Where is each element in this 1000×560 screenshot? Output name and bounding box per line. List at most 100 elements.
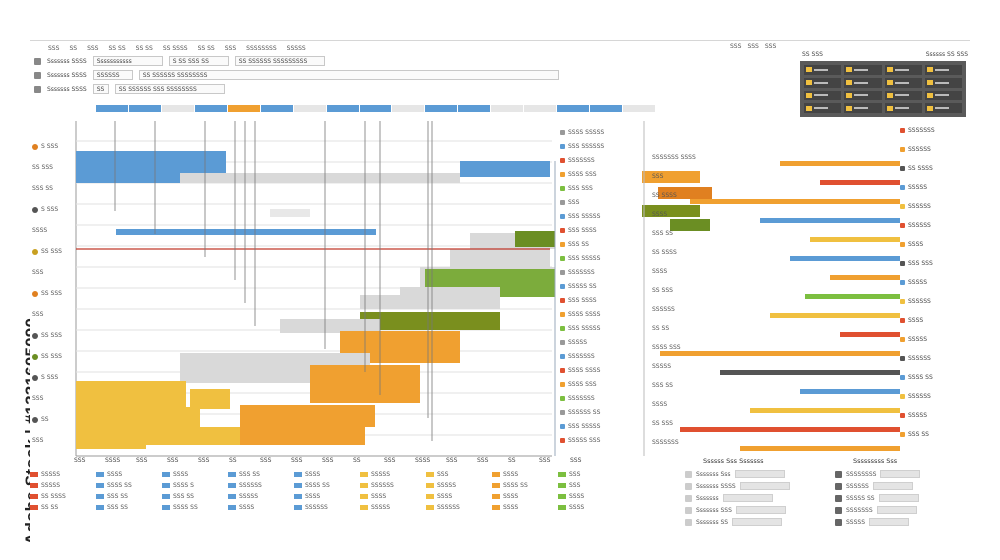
legend-row[interactable]: SSSSS bbox=[360, 469, 420, 480]
bottom-right-row[interactable]: Sssssss SS bbox=[685, 516, 835, 528]
legend-row[interactable]: SSSS bbox=[294, 469, 354, 480]
legend-row[interactable]: SS SSSS bbox=[30, 491, 90, 502]
resource-bar[interactable] bbox=[760, 218, 900, 223]
legend-row[interactable]: SSSSS bbox=[30, 480, 90, 491]
legend-row[interactable]: SSSS bbox=[492, 502, 552, 513]
toolbar-row-1-field-3[interactable]: SS SSSSSS SSSSSSSSS bbox=[234, 56, 325, 66]
right-tag[interactable]: SSS SS bbox=[900, 431, 929, 438]
right-tag[interactable]: SSSSS bbox=[900, 279, 927, 286]
gantt-bar[interactable] bbox=[360, 295, 500, 309]
right-tag[interactable]: SSSSS bbox=[900, 336, 927, 343]
thumbnail-cell[interactable] bbox=[884, 77, 922, 88]
thumbnail-cell[interactable] bbox=[884, 90, 922, 101]
resource-bar[interactable] bbox=[800, 389, 900, 394]
gantt-bar[interactable] bbox=[240, 405, 375, 427]
right-tag[interactable]: SSSSSS bbox=[900, 298, 931, 305]
row-checkbox-icon[interactable] bbox=[685, 482, 692, 490]
legend-row[interactable]: SSS SS bbox=[162, 491, 222, 502]
right-tag[interactable]: SSS SSS bbox=[900, 260, 933, 267]
thumbnail-cell[interactable] bbox=[924, 90, 962, 101]
timeline-segment[interactable] bbox=[425, 105, 459, 112]
timeline-segment[interactable] bbox=[359, 105, 393, 112]
resource-bar[interactable] bbox=[680, 427, 900, 432]
gantt-bar[interactable] bbox=[76, 427, 256, 445]
bottom-right-value-box[interactable] bbox=[739, 482, 790, 490]
bottom-right-row[interactable]: Sssssss Sss bbox=[685, 468, 835, 480]
legend-row[interactable]: SSS SS bbox=[96, 491, 156, 502]
task-list-item[interactable]: SSS SSSSS bbox=[560, 209, 650, 223]
thumbnail-cell[interactable] bbox=[844, 90, 882, 101]
right-tag[interactable]: SS SSSS bbox=[900, 165, 933, 172]
task-list-item[interactable]: SSSSS SS bbox=[560, 279, 650, 293]
legend-row[interactable]: SSSS SS bbox=[294, 480, 354, 491]
row-checkbox-icon[interactable] bbox=[685, 518, 692, 526]
menu-item[interactable]: SSSSS bbox=[286, 44, 306, 52]
toolbar-row-3-field-1[interactable]: SS bbox=[92, 84, 109, 94]
gantt-bar[interactable] bbox=[450, 249, 550, 267]
legend-row[interactable]: SSS SS bbox=[228, 469, 288, 480]
right-tag[interactable]: SSSS bbox=[900, 241, 923, 248]
legend-row[interactable]: SSS bbox=[426, 469, 486, 480]
top-right-menu-item[interactable]: SSS bbox=[730, 43, 742, 50]
gantt-bar[interactable] bbox=[180, 173, 460, 183]
task-list-item[interactable]: SSSSSSS bbox=[560, 265, 650, 279]
task-list-item[interactable]: SSSS SSS bbox=[560, 377, 650, 391]
timeline-segment[interactable] bbox=[293, 105, 327, 112]
gantt-bar[interactable] bbox=[240, 427, 365, 445]
right-tag[interactable]: SSSSSS bbox=[900, 203, 931, 210]
resource-bar[interactable] bbox=[830, 275, 900, 280]
resource-bar[interactable] bbox=[740, 446, 900, 451]
gantt-bar[interactable] bbox=[76, 381, 186, 411]
right-tag[interactable]: SSSSS bbox=[900, 412, 927, 419]
thumbnail-cell[interactable] bbox=[804, 77, 842, 88]
legend-row[interactable]: SSSSS bbox=[426, 480, 486, 491]
timeline-strip[interactable] bbox=[96, 105, 656, 112]
resource-bar[interactable] bbox=[690, 199, 900, 204]
legend-row[interactable]: SSSS SS bbox=[492, 480, 552, 491]
resource-bar[interactable] bbox=[720, 370, 900, 375]
sort-icon[interactable] bbox=[34, 85, 41, 93]
resource-bar[interactable] bbox=[780, 161, 900, 166]
task-list-item[interactable]: SSSSSSS bbox=[560, 153, 650, 167]
legend-row[interactable]: SSSSS bbox=[360, 502, 420, 513]
legend-row[interactable]: SSSSSS bbox=[426, 502, 486, 513]
toolbar-row-2-field-2[interactable]: SS SSSSSS SSSSSSSS bbox=[138, 70, 559, 80]
task-list-item[interactable]: SSSSS bbox=[560, 335, 650, 349]
thumbnail-cell[interactable] bbox=[884, 65, 922, 75]
gantt-bar[interactable] bbox=[460, 161, 550, 177]
step-bar[interactable] bbox=[670, 219, 710, 231]
legend-row[interactable]: SSSS bbox=[162, 469, 222, 480]
resource-bar[interactable] bbox=[810, 237, 900, 242]
task-list-item[interactable]: SSSSS SSS bbox=[560, 433, 650, 447]
folder-icon[interactable] bbox=[34, 57, 41, 65]
gantt-bar[interactable] bbox=[360, 312, 500, 330]
legend-row[interactable]: SSSS bbox=[558, 491, 618, 502]
right-tag[interactable]: SSSSSS bbox=[900, 355, 931, 362]
bottom-right-value-box[interactable] bbox=[732, 518, 783, 526]
timeline-segment[interactable] bbox=[161, 105, 195, 112]
row-checkbox-icon[interactable] bbox=[685, 470, 692, 478]
legend-row[interactable]: SSS bbox=[558, 469, 618, 480]
legend-row[interactable]: SSSS S bbox=[162, 480, 222, 491]
legend-row[interactable]: SSSSSS bbox=[360, 480, 420, 491]
resource-bar[interactable] bbox=[820, 180, 900, 185]
timeline-segment[interactable] bbox=[392, 105, 426, 112]
toolbar-row-1-field-2[interactable]: S SS SSS SS bbox=[168, 56, 229, 66]
thumbnail-cell[interactable] bbox=[924, 103, 962, 113]
bottom-right-value-box-2[interactable] bbox=[872, 482, 913, 490]
timeline-segment[interactable] bbox=[623, 105, 656, 112]
bottom-right-value-box-2[interactable] bbox=[876, 506, 917, 514]
thumbnail-cell[interactable] bbox=[844, 77, 882, 88]
gantt-bar[interactable] bbox=[515, 231, 555, 247]
timeline-segment[interactable] bbox=[557, 105, 591, 112]
task-list-item[interactable]: SSS bbox=[560, 195, 650, 209]
top-right-menu-item[interactable]: SSS bbox=[747, 43, 759, 50]
right-tag[interactable]: SSSS SS bbox=[900, 374, 933, 381]
legend-row[interactable]: SSSSS bbox=[228, 491, 288, 502]
thumbnail-cell[interactable] bbox=[924, 77, 962, 88]
task-list-item[interactable]: SSSS SSSS bbox=[560, 363, 650, 377]
resource-bar[interactable] bbox=[660, 351, 900, 356]
legend-row[interactable]: SSSS SS bbox=[96, 480, 156, 491]
legend-row[interactable]: SSSS bbox=[360, 491, 420, 502]
